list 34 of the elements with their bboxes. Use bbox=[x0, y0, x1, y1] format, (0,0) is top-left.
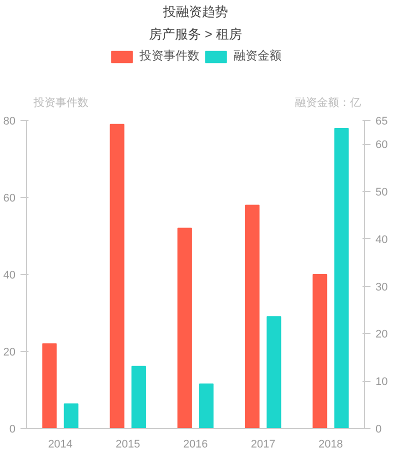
x-tick-label: 2017 bbox=[250, 438, 276, 450]
bar bbox=[245, 204, 260, 428]
y-tick-label: 80 bbox=[3, 116, 16, 128]
y-tick-label: 0 bbox=[9, 424, 16, 436]
chart-title: 投融资趋势 bbox=[162, 4, 228, 20]
y2-tick-label: 30 bbox=[376, 281, 388, 294]
y2-tick-label: 60 bbox=[376, 139, 388, 152]
legend-label: 投资事件数 bbox=[140, 48, 200, 64]
bar bbox=[42, 343, 57, 428]
bar bbox=[199, 383, 214, 428]
bar bbox=[64, 403, 78, 428]
bar bbox=[334, 128, 349, 428]
x-tick-label: 2016 bbox=[183, 438, 208, 450]
y2-tick-label: 10 bbox=[376, 376, 388, 388]
y-axis-title: 投资事件数 bbox=[32, 96, 88, 110]
bar bbox=[110, 124, 124, 428]
bar bbox=[131, 366, 146, 428]
bar bbox=[312, 274, 328, 428]
y2-tick-label: 65 bbox=[376, 116, 388, 128]
x-tick-label: 2018 bbox=[318, 438, 343, 450]
bar bbox=[177, 228, 192, 428]
y2-axis-title: 融资金额：亿 bbox=[295, 96, 362, 110]
x-tick-label: 2014 bbox=[48, 438, 73, 450]
y-tick-label: 40 bbox=[3, 270, 16, 282]
y2-tick-label: 20 bbox=[376, 328, 388, 341]
x-tick-label: 2015 bbox=[116, 438, 140, 450]
y2-tick-label: 0 bbox=[376, 424, 382, 436]
legend-label: 融资金额 bbox=[234, 48, 282, 64]
y2-tick-label: 40 bbox=[376, 234, 388, 246]
y2-tick-label: 50 bbox=[376, 186, 388, 199]
y-tick-label: 60 bbox=[3, 192, 16, 204]
y-tick-label: 20 bbox=[3, 346, 16, 358]
chart-subtitle: 房产服务 > 租房 bbox=[149, 26, 242, 42]
bar bbox=[266, 316, 282, 428]
